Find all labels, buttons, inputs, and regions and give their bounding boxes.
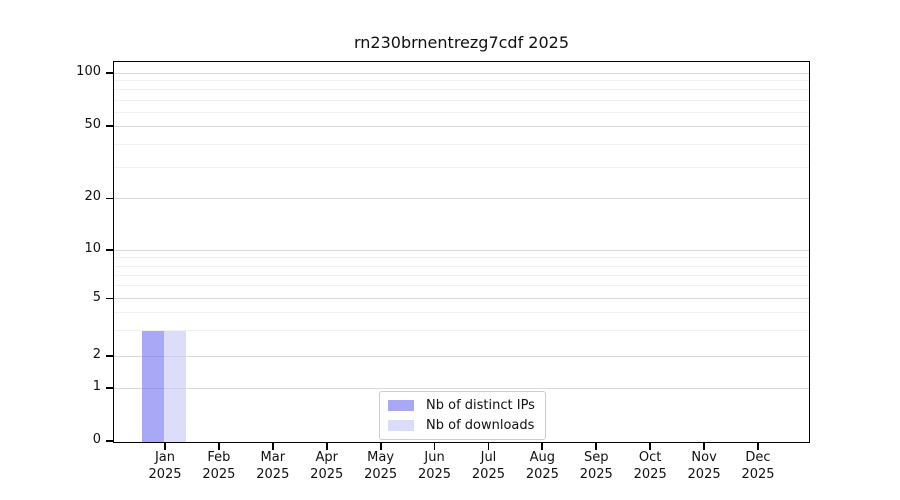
- y-tick-label: 100: [76, 63, 101, 79]
- legend-swatch: [388, 420, 414, 431]
- x-tick-label: Jul 2025: [448, 449, 528, 483]
- y-tick-label: 20: [84, 189, 101, 205]
- x-tick-label: Mar 2025: [233, 449, 313, 483]
- y-tick-label: 10: [84, 241, 101, 257]
- y-minor-gridline: [114, 285, 809, 287]
- x-tick-year: 2025: [417, 467, 452, 483]
- y-minor-gridline: [114, 100, 809, 102]
- x-tick-year: 2025: [202, 467, 236, 483]
- bar-distinct-ips-jan: [142, 331, 165, 442]
- x-tick: [703, 443, 705, 450]
- x-tick-year: 2025: [579, 467, 613, 483]
- y-tick-label: 1: [92, 378, 101, 394]
- y-minor-gridline: [114, 143, 809, 145]
- y-tick: [106, 249, 113, 251]
- y-tick: [106, 125, 113, 128]
- bar-downloads-jan: [164, 331, 187, 442]
- x-tick-year: 2025: [741, 467, 775, 483]
- y-major-gridline: [114, 72, 809, 74]
- x-tick: [271, 443, 274, 450]
- x-tick-label: Nov 2025: [664, 449, 744, 483]
- x-tick-label: Apr 2025: [287, 449, 367, 483]
- y-tick: [106, 71, 113, 74]
- x-tick: [541, 443, 544, 450]
- y-tick: [106, 440, 113, 443]
- x-tick-label: Sep 2025: [556, 449, 636, 483]
- y-tick: [106, 197, 113, 200]
- x-tick: [649, 443, 652, 450]
- legend-row: Nb of distinct IPs: [388, 398, 535, 413]
- x-tick: [757, 443, 759, 450]
- y-minor-gridline: [114, 265, 809, 267]
- y-minor-gridline: [114, 330, 809, 332]
- x-tick-year: 2025: [364, 467, 398, 483]
- y-major-gridline: [114, 387, 809, 389]
- x-tick-label: Feb 2025: [179, 449, 259, 483]
- x-tick: [595, 443, 598, 450]
- x-tick-label: Aug 2025: [502, 449, 582, 483]
- legend: Nb of distinct IPs Nb of downloads: [379, 391, 546, 440]
- y-major-gridline: [114, 355, 809, 357]
- x-tick-year: 2025: [687, 467, 721, 483]
- y-tick-label: 0: [92, 432, 101, 448]
- y-minor-gridline: [114, 89, 809, 91]
- y-major-gridline: [114, 298, 809, 300]
- y-minor-gridline: [114, 80, 809, 82]
- x-tick-year: 2025: [471, 467, 505, 483]
- x-tick-year: 2025: [256, 467, 290, 483]
- y-minor-gridline: [114, 256, 809, 258]
- y-minor-gridline: [114, 312, 809, 314]
- y-major-gridline: [114, 249, 809, 251]
- legend-row: Nb of downloads: [388, 418, 535, 433]
- y-major-gridline: [114, 125, 809, 127]
- x-tick-label: Dec 2025: [718, 449, 798, 483]
- y-tick-label: 50: [84, 117, 101, 133]
- x-tick-year: 2025: [310, 467, 344, 483]
- y-tick: [106, 386, 113, 389]
- x-tick-label: Jan 2025: [125, 449, 205, 483]
- chart-title: rn230brnentrezg7cdf 2025: [353, 33, 570, 52]
- x-tick-year: 2025: [525, 467, 559, 483]
- x-tick: [164, 443, 166, 450]
- x-tick-year: 2025: [148, 467, 182, 483]
- x-tick: [379, 443, 382, 450]
- y-tick-label: 5: [92, 289, 101, 305]
- y-major-gridline: [114, 198, 809, 200]
- x-tick: [433, 443, 436, 450]
- y-minor-gridline: [114, 112, 809, 114]
- x-tick: [325, 443, 328, 450]
- plot-area: [113, 61, 810, 443]
- y-tick-label: 2: [92, 347, 101, 363]
- legend-label: Nb of downloads: [426, 418, 535, 433]
- x-tick-label: Oct 2025: [610, 449, 690, 483]
- y-tick: [106, 355, 113, 357]
- y-minor-gridline: [114, 274, 809, 276]
- x-tick-year: 2025: [633, 467, 667, 483]
- legend-label: Nb of distinct IPs: [426, 398, 535, 413]
- legend-swatch: [388, 400, 414, 411]
- y-minor-gridline: [114, 166, 809, 168]
- x-tick: [218, 443, 220, 450]
- y-tick: [106, 297, 113, 300]
- x-tick: [487, 443, 490, 450]
- x-tick-label: May 2025: [341, 449, 421, 483]
- x-tick-label: Jun 2025: [395, 449, 475, 483]
